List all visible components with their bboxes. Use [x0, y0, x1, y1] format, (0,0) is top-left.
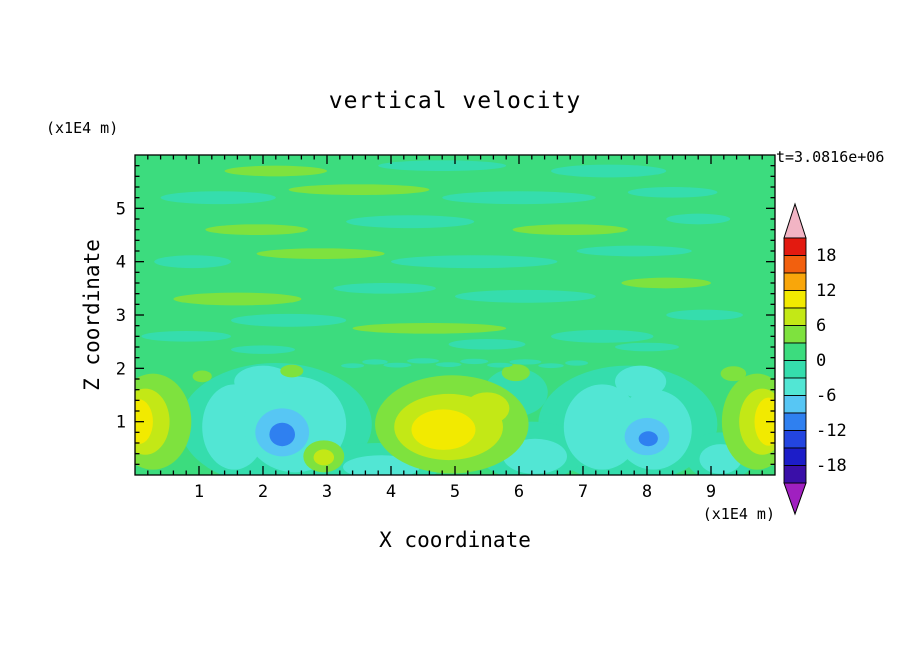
colorbar-box [783, 465, 807, 484]
colorbar-box [783, 395, 807, 414]
colorbar-tick-label: 18 [816, 246, 836, 266]
z-axis-label: Z coordinate [80, 239, 104, 391]
contour-blob [509, 359, 542, 365]
colorbar-tick-label: 12 [816, 281, 836, 301]
x-axis-unit: (x1E4 m) [702, 505, 775, 523]
z-tick-label: 4 [116, 253, 126, 273]
contour-blob [231, 345, 295, 354]
contour-blob [501, 364, 530, 382]
chart-title: vertical velocity [328, 88, 582, 114]
tick-labels: 1 2 3 4 5 6 7 8 9 1 2 3 4 5 [116, 199, 716, 502]
contour-blob [154, 255, 232, 269]
x-tick-label: 2 [258, 482, 268, 502]
colorbar-under-arrow [783, 482, 807, 516]
contour-blob [464, 392, 510, 425]
colorbar-box [783, 412, 807, 431]
contour-blob [551, 164, 667, 178]
contour-blob [666, 309, 743, 321]
time-annotation: t=3.0816e+06 [776, 148, 885, 166]
contour-blob [362, 359, 388, 365]
contour-blob [141, 331, 231, 342]
colorbar-box [783, 290, 807, 309]
contour-blob [407, 358, 439, 364]
contour-blob [256, 248, 385, 259]
colorbar-box [783, 377, 807, 396]
colorbar-tick-label: -18 [816, 456, 847, 476]
contour-blob [280, 364, 304, 378]
contour-blob [231, 313, 347, 327]
contour-blob [378, 160, 507, 172]
contour-blob [333, 283, 436, 294]
contour-blob [234, 365, 292, 398]
contour-blob [411, 409, 476, 450]
contour-blob [487, 362, 513, 368]
contour-blob [288, 184, 430, 196]
colorbar-tick-label: -12 [816, 421, 847, 441]
contour-blob [565, 360, 589, 366]
contour-blob [538, 363, 564, 369]
contour-blob [666, 213, 731, 225]
contour-blob [341, 363, 365, 369]
x-axis-label: X coordinate [379, 528, 531, 552]
contour-blob [352, 323, 507, 334]
contour-blob [205, 224, 308, 236]
colorbar-box [783, 307, 807, 326]
colorbar-box [783, 255, 807, 274]
x-tick-label: 1 [194, 482, 204, 502]
colorbar-box [783, 325, 807, 344]
contour-blob [460, 358, 489, 365]
contour-blob [638, 431, 658, 447]
contour-blob [615, 365, 667, 398]
colorbar-box [783, 272, 807, 291]
contour-blob [224, 165, 327, 177]
colorbar-box [783, 447, 807, 466]
contour-blob [754, 397, 775, 446]
contour-blob [627, 187, 718, 198]
plot-frame [134, 154, 776, 476]
z-tick-label: 1 [116, 413, 126, 433]
colorbar-tick-label: 6 [816, 316, 826, 336]
contour-blob [313, 449, 335, 466]
contour-blob [551, 329, 654, 343]
colorbar-box [783, 342, 807, 361]
x-tick-label: 4 [386, 482, 396, 502]
contour-blob [173, 292, 302, 306]
contour-blob [383, 362, 412, 368]
colorbar: 18 12 6 0 -6 -12 -18 [783, 202, 847, 516]
z-tick-label: 5 [116, 199, 126, 219]
contour-blob [442, 191, 596, 205]
contour-blob [720, 366, 747, 382]
contour-blob [512, 224, 628, 236]
contour-blob [576, 245, 692, 257]
contour-blob [448, 339, 526, 350]
colorbar-tick-label: -6 [816, 386, 836, 406]
contour-blob [615, 342, 679, 352]
contour-blob [621, 277, 711, 289]
z-tick-label: 3 [116, 306, 126, 326]
colorbar-tick-label: 0 [816, 351, 826, 371]
x-tick-label: 6 [514, 482, 524, 502]
contour-blob [455, 289, 596, 303]
x-tick-label: 3 [322, 482, 332, 502]
colorbar-box [783, 237, 807, 256]
contour-blob [269, 422, 296, 447]
x-tick-label: 7 [578, 482, 588, 502]
colorbar-over-arrow [783, 202, 807, 239]
contour-blob [160, 191, 276, 205]
contour-field [135, 155, 775, 475]
x-tick-label: 9 [706, 482, 716, 502]
z-tick-label: 2 [116, 359, 126, 379]
z-axis-unit: (x1E4 m) [46, 119, 119, 137]
x-tick-label: 8 [642, 482, 652, 502]
contour-blob [391, 255, 558, 269]
contour-blob [435, 362, 462, 367]
colorbar-box [783, 360, 807, 379]
x-tick-label: 5 [450, 482, 460, 502]
contour-blob [192, 370, 212, 383]
contour-blob [346, 215, 475, 229]
colorbar-box [783, 430, 807, 449]
